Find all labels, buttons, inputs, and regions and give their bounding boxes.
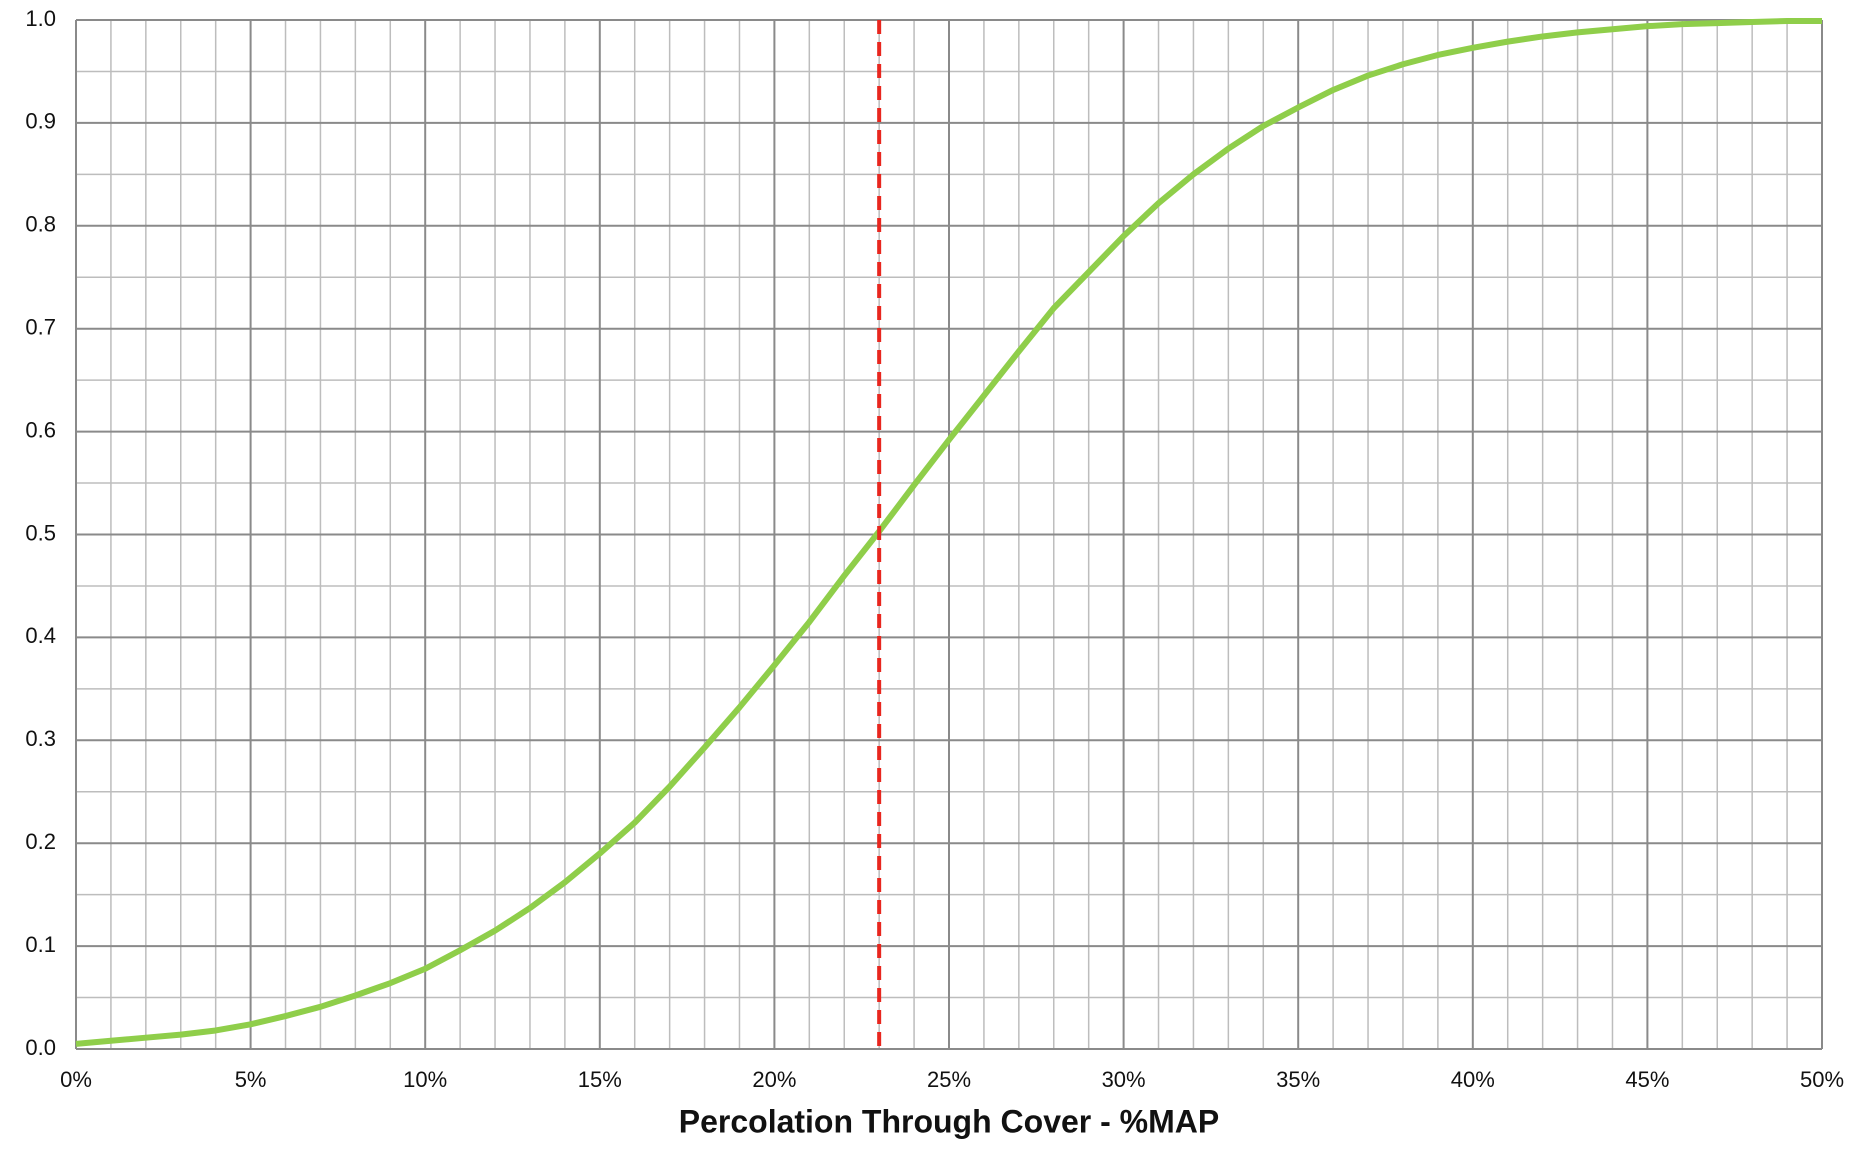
y-tick-label: 0.3 [25,726,56,751]
y-tick-label: 1.0 [25,6,56,31]
x-tick-label: 45% [1625,1067,1669,1092]
y-tick-label: 0.8 [25,212,56,237]
y-tick-label: 0.1 [25,932,56,957]
x-tick-label: 0% [60,1067,92,1092]
data-line [75,18,1822,1047]
x-tick-label: 5% [235,1067,267,1092]
x-tick-label: 40% [1451,1067,1495,1092]
x-tick-label: 20% [752,1067,796,1092]
x-tick-label: 35% [1276,1067,1320,1092]
x-tick-label: 30% [1102,1067,1146,1092]
x-tick-label: 50% [1800,1067,1844,1092]
y-tick-label: 0.4 [25,623,56,648]
x-tick-label: 25% [927,1067,971,1092]
y-tick-label: 0.0 [25,1035,56,1060]
y-tick-label: 0.2 [25,829,56,854]
x-tick-label: 15% [578,1067,622,1092]
x-axis-title: Percolation Through Cover - %MAP [679,1103,1219,1139]
y-tick-label: 0.9 [25,109,56,134]
y-tick-label: 0.7 [25,315,56,340]
x-tick-label: 10% [403,1067,447,1092]
y-tick-label: 0.6 [25,417,56,442]
y-tick-label: 0.5 [25,520,56,545]
